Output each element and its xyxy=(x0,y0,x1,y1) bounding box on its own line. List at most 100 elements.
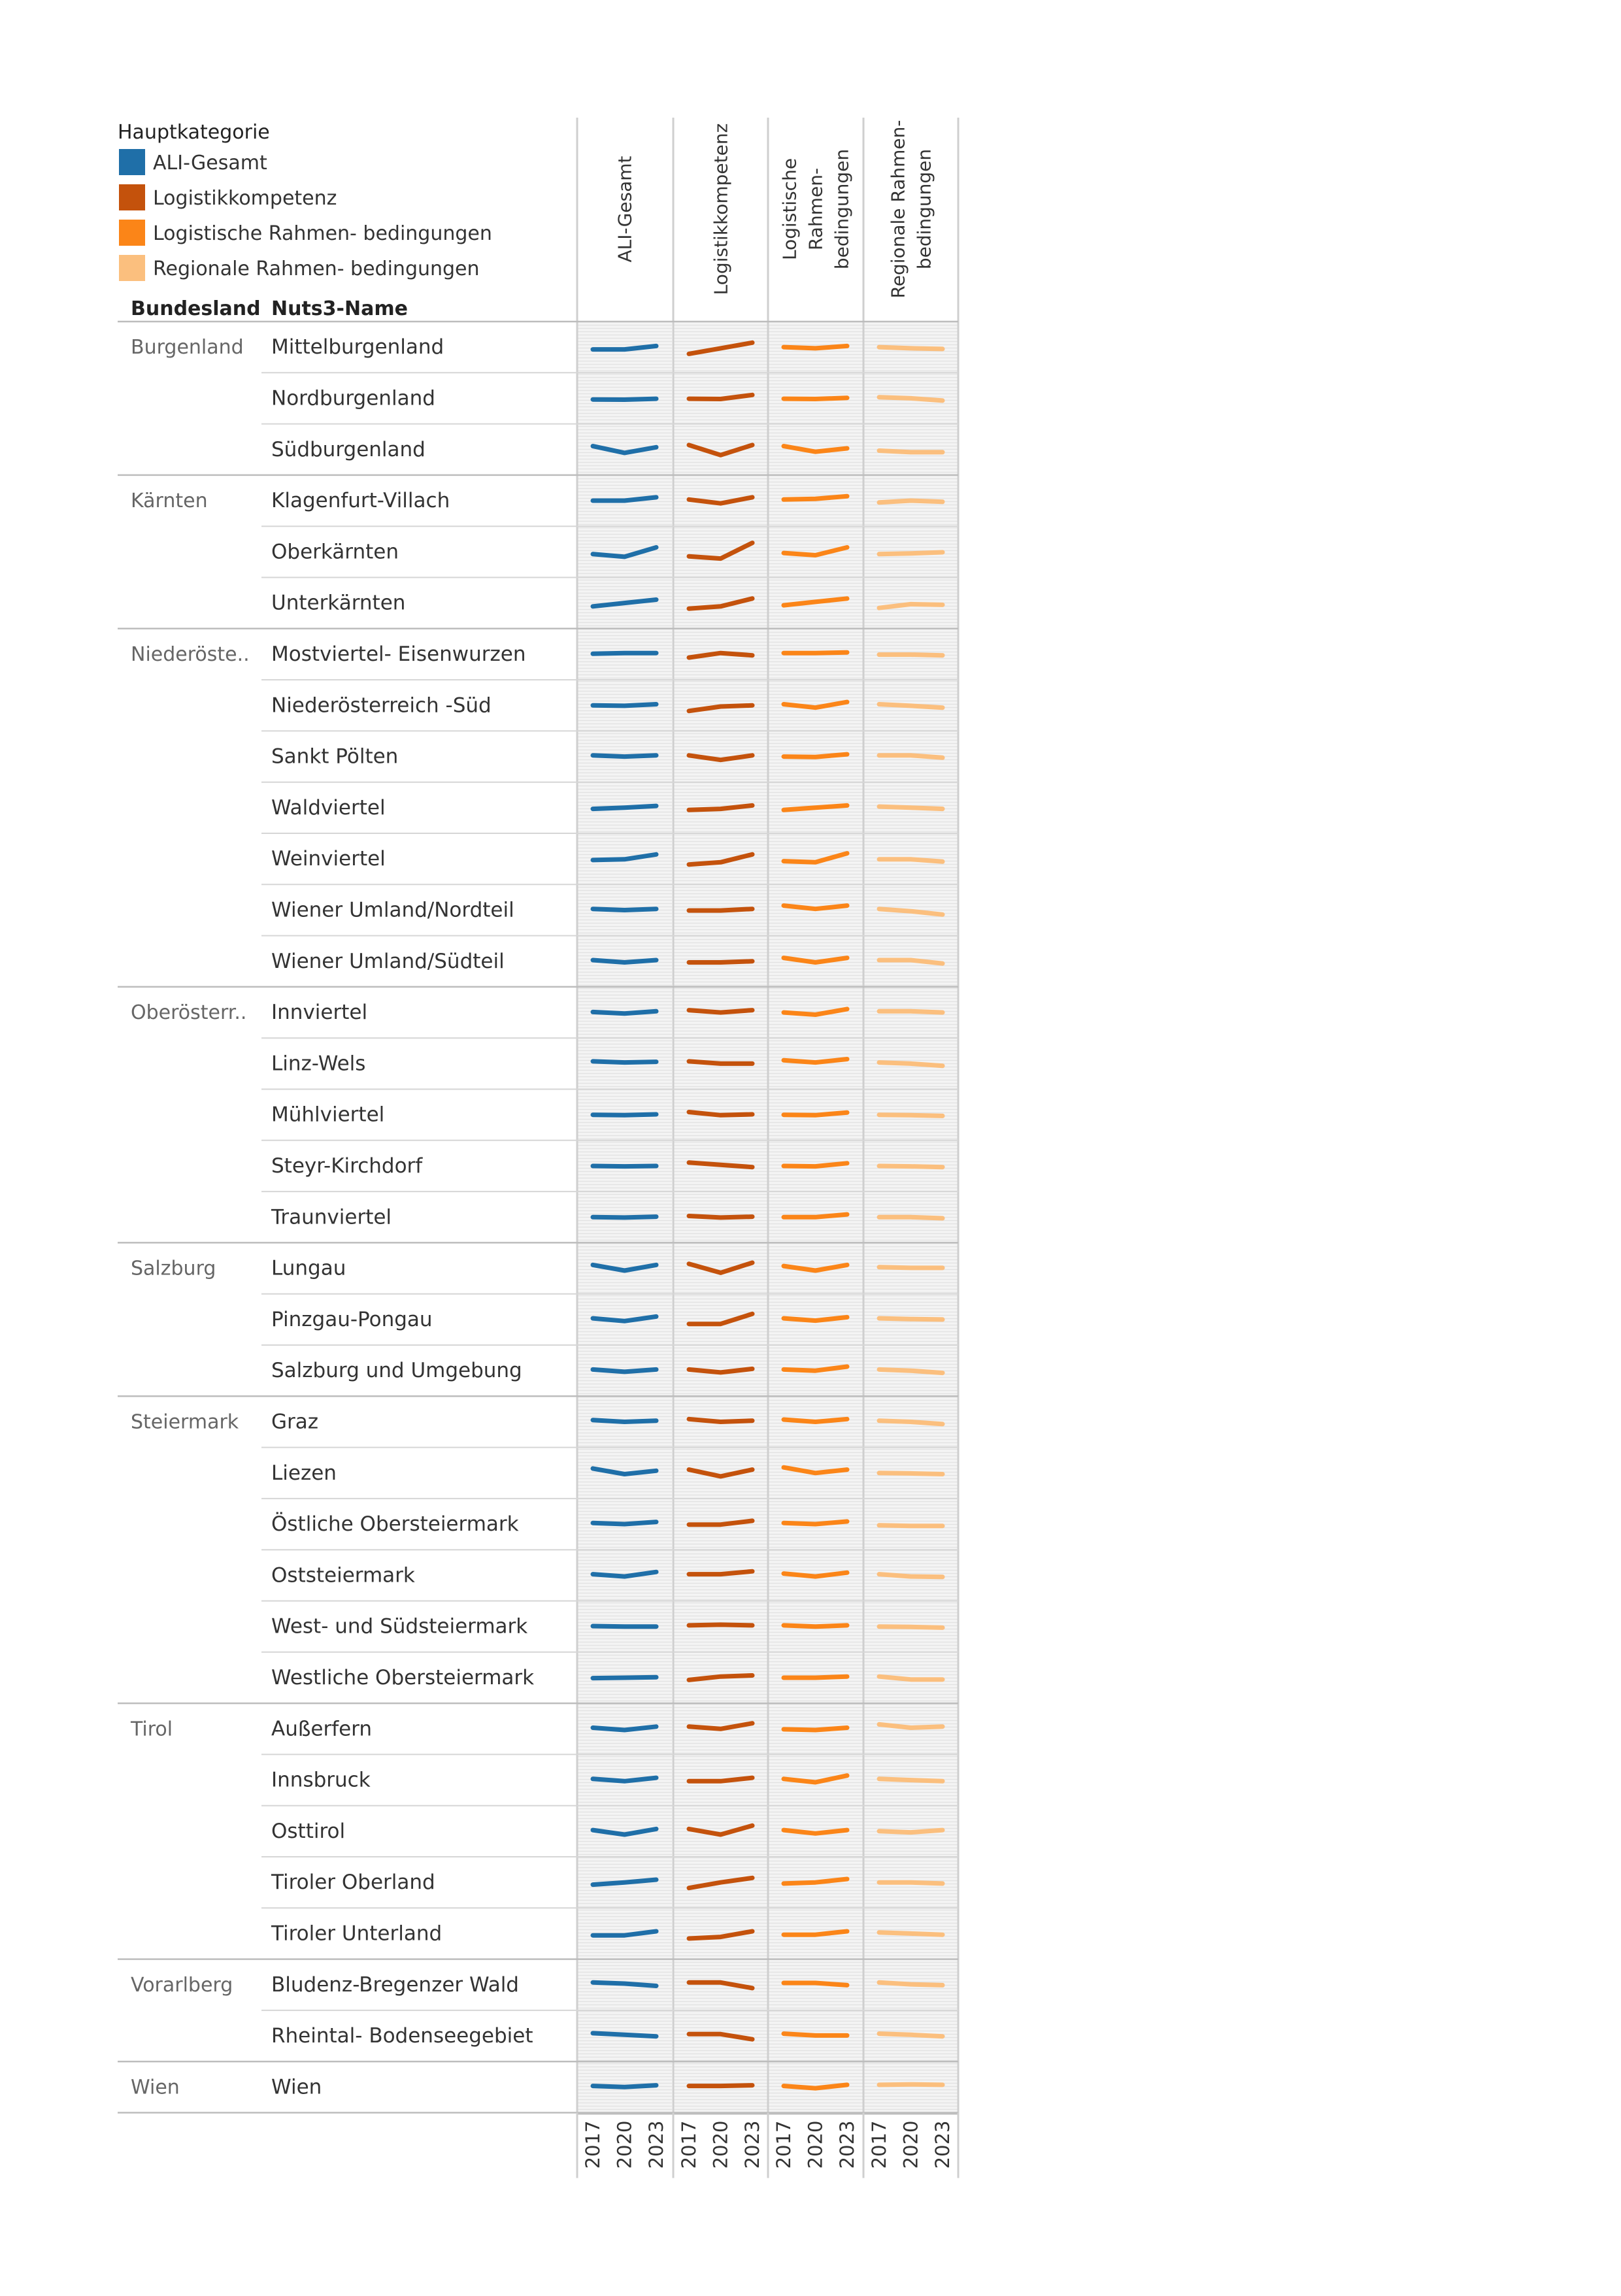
bundesland-label: Niederöste.. xyxy=(131,643,250,666)
sparkline-unterkärnten-3 xyxy=(781,596,850,608)
sparkline-westliche-obersteiermark-2 xyxy=(686,1673,755,1682)
sparkline-oststeiermark-2 xyxy=(686,1569,755,1577)
sparkline-östliche-obersteiermark-1 xyxy=(590,1520,659,1527)
sparkline-linz-wels-1 xyxy=(590,1059,659,1065)
sparkline-tiroler-unterland-4 xyxy=(877,1930,945,1937)
nuts3-label: Wien xyxy=(271,2075,322,2099)
header-nuts3-name: Nuts3-Name xyxy=(271,297,408,320)
column-headers: ALI-Gesamt Logistikkompetenz Logistische Ra… xyxy=(614,120,935,298)
sparkline-linz-wels-2 xyxy=(686,1059,755,1066)
bundesland-label: Wien xyxy=(131,2076,180,2099)
sparkline-unterkärnten-4 xyxy=(877,601,945,610)
legend-swatch xyxy=(119,255,145,281)
sparkline-innviertel-1 xyxy=(590,1008,659,1016)
sparkline-salzburg-und-umgebung-2 xyxy=(686,1366,755,1375)
legend-swatch xyxy=(119,149,145,175)
sparkline-südburgenland-1 xyxy=(590,444,659,456)
sparkline-südburgenland-3 xyxy=(781,444,850,454)
sparkline-südburgenland-2 xyxy=(686,442,755,458)
sparkline-waldviertel-4 xyxy=(877,804,945,812)
sparkline-mostviertel-eisenwurzen-4 xyxy=(877,652,945,658)
x-tick-label: 2020 xyxy=(805,2121,827,2169)
bundesland-label: Steiermark xyxy=(131,1410,239,1433)
sparkline-wiener-umland-südteil-1 xyxy=(590,957,659,965)
legend-swatch xyxy=(119,184,145,210)
sparkline-innviertel-2 xyxy=(686,1008,755,1015)
sparkline-tiroler-oberland-1 xyxy=(590,1877,659,1888)
legend-item-logistische-rahmenbedingungen: Logistische Rahmen- bedingungen xyxy=(119,220,492,246)
sparkline-rheintal-bodenseegebiet-1 xyxy=(590,2031,659,2039)
sparkline-steyr-kirchdorf-2 xyxy=(686,1160,755,1170)
bundesland-label: Vorarlberg xyxy=(131,1974,233,1997)
sparkline-mühlviertel-3 xyxy=(781,1110,850,1118)
sparkline-innsbruck-2 xyxy=(686,1775,755,1784)
sparkline-tiroler-oberland-4 xyxy=(877,1880,945,1886)
sparkline-oberkärnten-1 xyxy=(590,545,659,559)
sparkline-rheintal-bodenseegebiet-3 xyxy=(781,2031,850,2038)
nuts3-label: Niederösterreich -Süd xyxy=(271,693,492,717)
sparkline-salzburg-und-umgebung-3 xyxy=(781,1364,850,1373)
sparkline-wien-1 xyxy=(590,2083,659,2089)
legend-swatch xyxy=(119,220,145,246)
sparkline-außerfern-1 xyxy=(590,1724,659,1733)
column-header-label: Rahmen- xyxy=(805,168,827,250)
nuts3-label: Mittelburgenland xyxy=(271,335,444,359)
sparkline-sankt-pölten-1 xyxy=(590,753,659,759)
sparkline-west-und-südsteiermark-4 xyxy=(877,1624,945,1630)
x-tick-label: 2020 xyxy=(710,2121,732,2169)
nuts3-label: Waldviertel xyxy=(271,796,386,820)
sparkline-traunviertel-3 xyxy=(781,1212,850,1220)
x-tick-label: 2020 xyxy=(614,2121,636,2169)
sparkline-steyr-kirchdorf-1 xyxy=(590,1163,659,1169)
sparkline-nordburgenland-3 xyxy=(781,395,850,401)
sparkline-bludenz-bregenzer-wald-2 xyxy=(686,1980,755,1991)
sparkline-sankt-pölten-2 xyxy=(686,753,755,763)
sparkline-graz-2 xyxy=(686,1416,755,1424)
sparkline-außerfern-2 xyxy=(686,1721,755,1731)
nuts3-label: Unterkärnten xyxy=(271,591,405,615)
grid-lines xyxy=(118,118,960,2114)
sparkline-pinzgau-pongau-4 xyxy=(877,1316,945,1322)
sparkline-bludenz-bregenzer-wald-3 xyxy=(781,1980,850,1988)
x-axis: 2017 2020 2023 2017 2020 2023 2017 2020 2023 2017… xyxy=(576,2112,960,2178)
nuts3-label: Pinzgau-Pongau xyxy=(271,1308,433,1331)
legend-label: Logistikkompetenz xyxy=(153,187,337,210)
sparkline-innsbruck-1 xyxy=(590,1775,659,1784)
sparkline-waldviertel-3 xyxy=(781,803,850,812)
sparkline-rheintal-bodenseegebiet-4 xyxy=(877,2031,945,2039)
sparkline-rheintal-bodenseegebiet-2 xyxy=(686,2031,755,2042)
sparkline-west-und-südsteiermark-1 xyxy=(590,1623,659,1629)
sparkline-westliche-obersteiermark-3 xyxy=(781,1674,850,1680)
nuts3-label: Innviertel xyxy=(271,1001,367,1024)
nuts3-label: Innsbruck xyxy=(271,1769,371,1792)
column-header-label: Logistische xyxy=(779,158,801,260)
sparkline-nordburgenland-4 xyxy=(877,395,945,403)
sparkline-oberkärnten-3 xyxy=(781,545,850,557)
nuts3-label: Linz-Wels xyxy=(271,1052,365,1075)
column-header-label: Regionale Rahmen- xyxy=(888,120,909,298)
nuts3-label: Wiener Umland/Nordteil xyxy=(271,898,514,922)
nuts3-label: Weinviertel xyxy=(271,847,386,871)
sparkline-waldviertel-1 xyxy=(590,803,659,812)
sparkline-osttirol-2 xyxy=(686,1823,755,1837)
sparkline-mittelburgenland-3 xyxy=(781,343,850,351)
sparkline-bludenz-bregenzer-wald-4 xyxy=(877,1980,945,1988)
sparkline-steyr-kirchdorf-4 xyxy=(877,1163,945,1170)
header-bundesland: Bundesland xyxy=(131,297,261,320)
sparkline-wiener-umland-nordteil-3 xyxy=(781,903,850,912)
sparkline-traunviertel-2 xyxy=(686,1214,755,1220)
sparkline-salzburg-und-umgebung-4 xyxy=(877,1367,945,1376)
sparkline-westliche-obersteiermark-1 xyxy=(590,1674,659,1681)
sparkline-lungau-4 xyxy=(877,1265,945,1271)
sparkline-unterkärnten-1 xyxy=(590,597,659,609)
sparkline-wiener-umland-nordteil-4 xyxy=(877,907,945,917)
sparkline-wiener-umland-südteil-4 xyxy=(877,957,945,966)
sparkline-liezen-1 xyxy=(590,1466,659,1476)
x-tick-label: 2017 xyxy=(678,2121,700,2169)
sparkline-südburgenland-4 xyxy=(877,448,945,455)
nuts3-label: Steyr-Kirchdorf xyxy=(271,1154,423,1178)
sparkline-niederösterreich-süd-1 xyxy=(590,702,659,708)
x-tick-label: 2023 xyxy=(931,2121,954,2169)
sparkline-mühlviertel-4 xyxy=(877,1112,945,1118)
